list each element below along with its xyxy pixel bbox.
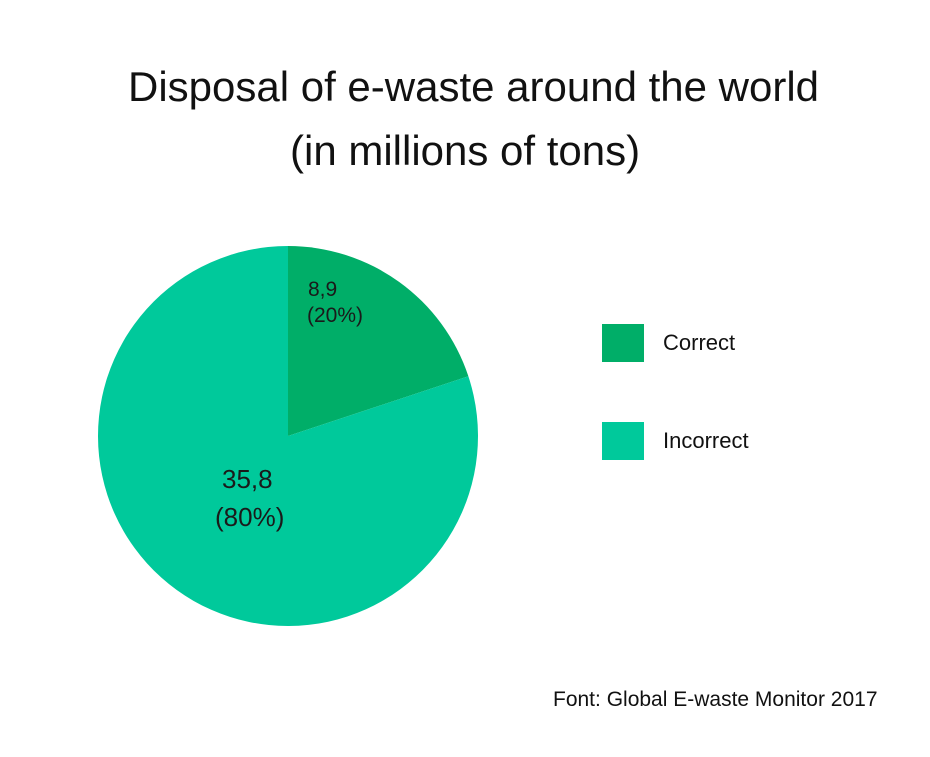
legend-label-incorrect: Incorrect (663, 428, 749, 453)
slice-percent-label-correct: (20%) (307, 304, 363, 327)
pie-slices (98, 246, 479, 626)
slice-value-label-incorrect: 35,8 (222, 464, 273, 494)
pie-slice-incorrect (98, 246, 479, 626)
legend-item-incorrect: Incorrect (602, 422, 862, 460)
slice-value-label-correct: 8,9 (308, 278, 337, 301)
chart-title-block: Disposal of e-waste around the world (in… (0, 60, 930, 180)
chart-title: Disposal of e-waste around the world (128, 63, 820, 110)
legend-swatch-incorrect (602, 422, 644, 460)
source-note: Font: Global E-waste Monitor 2017 (553, 688, 878, 711)
pie-slice-correct (288, 246, 469, 436)
legend-label-correct: Correct (663, 330, 736, 355)
legend-swatch-correct (602, 324, 644, 362)
slice-percent-label-incorrect: (80%) (215, 502, 284, 532)
chart-subtitle: (in millions of tons) (290, 127, 641, 174)
legend-item-correct: Correct (602, 324, 862, 362)
legend: Correct Incorrect (602, 324, 862, 464)
